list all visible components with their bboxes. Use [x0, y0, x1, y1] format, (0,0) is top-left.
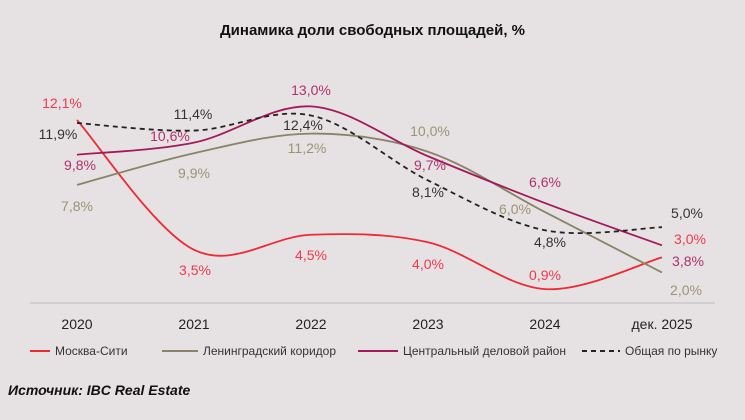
x-tick-label: дек. 2025: [631, 316, 692, 332]
series-line: [76, 132, 663, 274]
data-label: 3,8%: [672, 253, 704, 269]
x-tick-label: 2023: [412, 316, 443, 332]
x-tick-label: 2022: [295, 316, 326, 332]
data-label: 3,5%: [179, 262, 211, 278]
data-label: 10,0%: [410, 123, 450, 139]
chart-title: Динамика доли свободных площадей, %: [219, 22, 526, 39]
data-label: 4,0%: [412, 256, 444, 272]
data-label: 11,9%: [39, 126, 78, 142]
data-label: 10,6%: [150, 128, 190, 144]
series-line: [76, 119, 663, 291]
data-label: 0,9%: [529, 267, 561, 283]
data-label: 9,9%: [178, 165, 210, 181]
series-line: [76, 105, 663, 247]
data-label: 5,0%: [671, 205, 703, 221]
data-label: 9,7%: [414, 157, 446, 173]
data-label: 13,0%: [291, 82, 331, 98]
data-label: 7,8%: [61, 198, 93, 214]
data-label: 2,0%: [670, 282, 702, 298]
data-label: 9,8%: [64, 157, 96, 173]
data-label: 6,0%: [499, 201, 531, 217]
data-label: 6,6%: [529, 174, 561, 190]
data-label: 12,4%: [283, 117, 323, 133]
data-label: 3,0%: [674, 231, 706, 247]
data-label: 12,1%: [42, 95, 82, 111]
x-tick-label: 2024: [529, 316, 560, 332]
data-label: 11,2%: [288, 140, 327, 156]
data-label: 4,8%: [534, 234, 566, 250]
series-line: [76, 112, 663, 235]
data-label: 4,5%: [295, 247, 327, 263]
legend-label: Москва-Сити: [55, 344, 128, 358]
data-label: 11,4%: [174, 106, 213, 122]
legend-label: Ленинградский коридор: [203, 344, 336, 358]
x-tick-label: 2021: [178, 316, 209, 332]
data-label: 8,1%: [412, 184, 444, 200]
x-tick-label: 2020: [61, 316, 92, 332]
source-note: Источник: IBC Real Estate: [8, 382, 191, 398]
legend-label: Центральный деловой район: [403, 344, 566, 358]
legend-label: Общая по рынку: [625, 344, 717, 358]
